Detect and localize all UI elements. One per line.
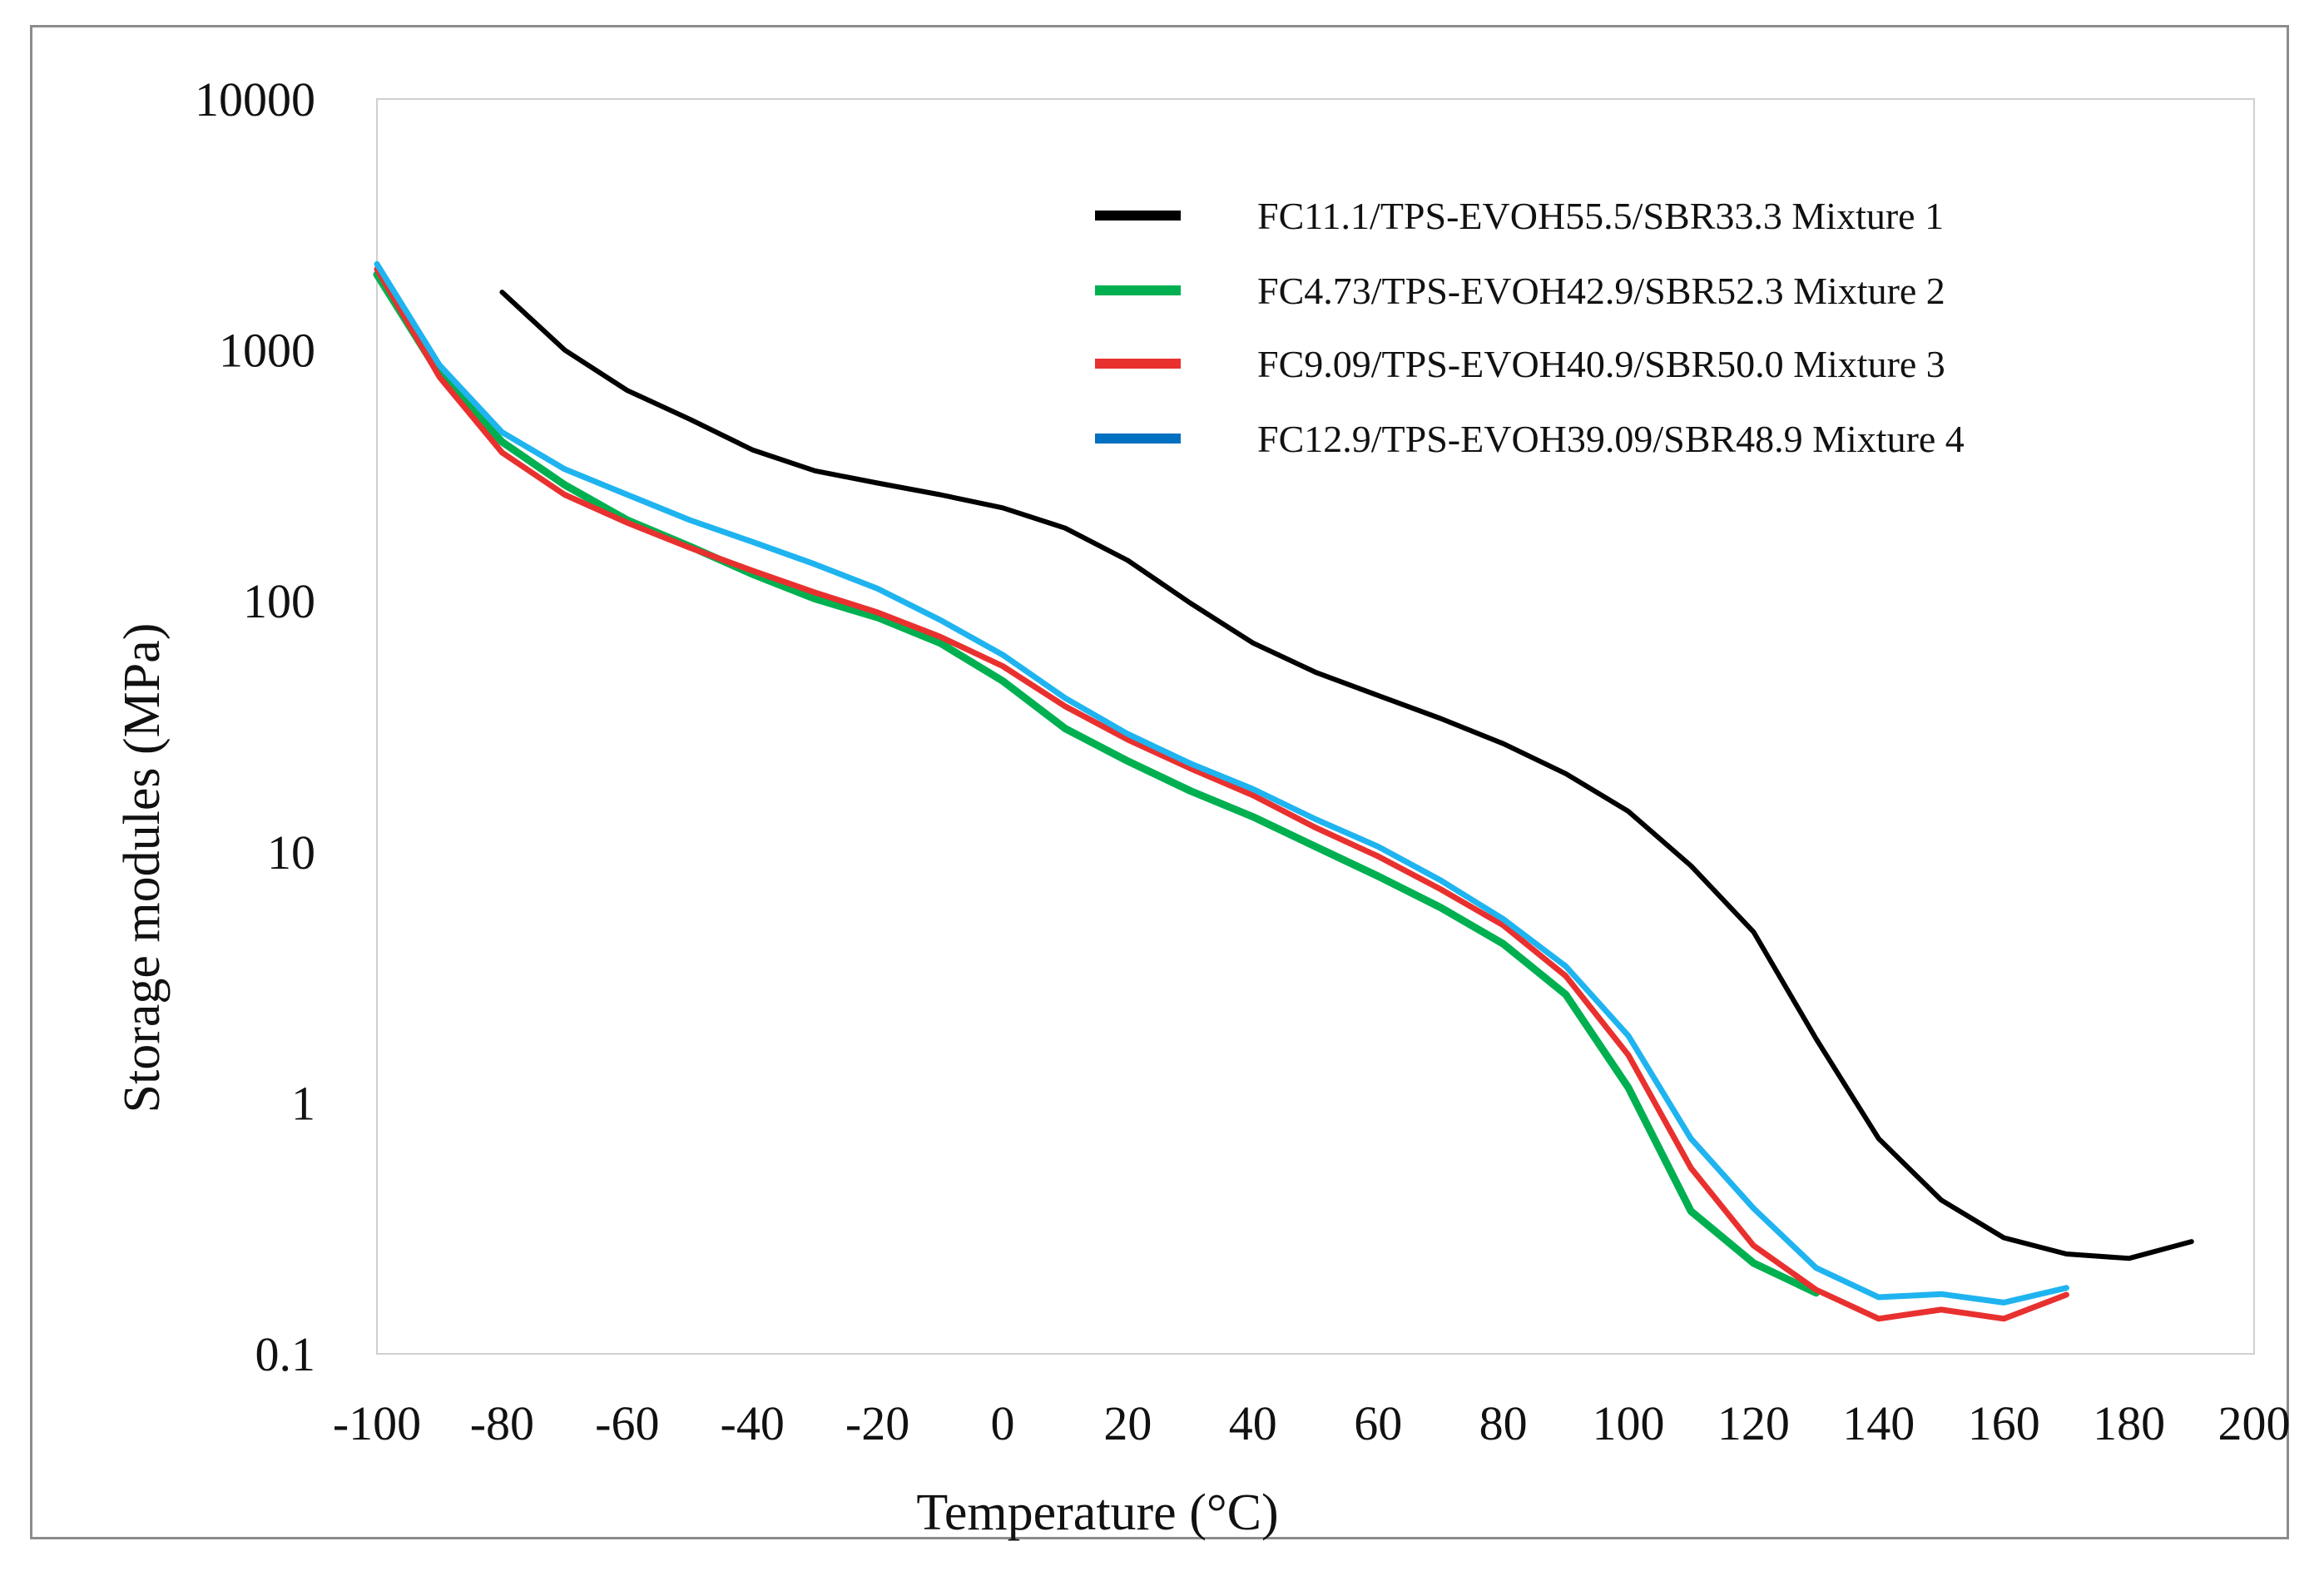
legend-label-mixture-3: FC9.09/TPS-EVOH40.9/SBR50.0 Mixture 3 bbox=[1257, 343, 1945, 385]
x-tick-label: -20 bbox=[845, 1396, 909, 1450]
x-tick-label: 120 bbox=[1717, 1396, 1790, 1450]
x-tick-label: 80 bbox=[1479, 1396, 1528, 1450]
legend: FC11.1/TPS-EVOH55.5/SBR33.3 Mixture 1 FC4… bbox=[1095, 195, 1965, 460]
series-layer bbox=[373, 260, 2194, 1322]
y-tick-label: 10 bbox=[267, 825, 315, 880]
y-tick-labels: 0.1 1 10 100 1000 10000 bbox=[195, 72, 315, 1381]
series-line-mixture-4 bbox=[374, 260, 2069, 1306]
x-tick-label: -60 bbox=[595, 1396, 659, 1450]
x-tick-label: 20 bbox=[1103, 1396, 1152, 1450]
y-tick-label: 1000 bbox=[219, 324, 315, 378]
y-axis-title: Storage modules (MPa) bbox=[114, 623, 171, 1113]
x-tick-label: 180 bbox=[2093, 1396, 2165, 1450]
chart-svg: -100 -80 -60 -40 -20 0 20 40 60 80 100 120 140 160 180… bbox=[114, 72, 2291, 1541]
series-line-mixture-3 bbox=[374, 265, 2069, 1322]
legend-label-mixture-2: FC4.73/TPS-EVOH42.9/SBR52.3 Mixture 2 bbox=[1257, 270, 1945, 312]
x-axis-title: Temperature (°C) bbox=[916, 1484, 1278, 1541]
x-tick-label: 0 bbox=[991, 1396, 1015, 1450]
x-tick-label: -80 bbox=[470, 1396, 534, 1450]
chart-frame: -100 -80 -60 -40 -20 0 20 40 60 80 100 120 140 160 180… bbox=[30, 25, 2291, 1541]
x-tick-label: 40 bbox=[1229, 1396, 1277, 1450]
y-tick-label: 1 bbox=[291, 1076, 315, 1130]
x-tick-label: 100 bbox=[1593, 1396, 1665, 1450]
x-tick-label: 200 bbox=[2218, 1396, 2291, 1450]
series-line-mixture-2 bbox=[373, 270, 1821, 1297]
x-tick-label: 140 bbox=[1842, 1396, 1915, 1450]
x-tick-labels: -100 -80 -60 -40 -20 0 20 40 60 80 100 120 140 160 180… bbox=[333, 1396, 2291, 1450]
legend-label-mixture-1: FC11.1/TPS-EVOH55.5/SBR33.3 Mixture 1 bbox=[1257, 195, 1944, 237]
x-tick-label: 160 bbox=[1968, 1396, 2040, 1450]
plot-area bbox=[376, 98, 2255, 1355]
x-tick-label: -40 bbox=[721, 1396, 785, 1450]
x-tick-label: -100 bbox=[333, 1396, 421, 1450]
y-tick-label: 10000 bbox=[195, 72, 315, 126]
series-line-mixture-1 bbox=[499, 290, 2194, 1261]
x-tick-label: 60 bbox=[1354, 1396, 1402, 1450]
y-tick-label: 100 bbox=[243, 574, 315, 628]
legend-label-mixture-4: FC12.9/TPS-EVOH39.09/SBR48.9 Mixture 4 bbox=[1257, 418, 1965, 460]
y-tick-label: 0.1 bbox=[255, 1327, 316, 1381]
